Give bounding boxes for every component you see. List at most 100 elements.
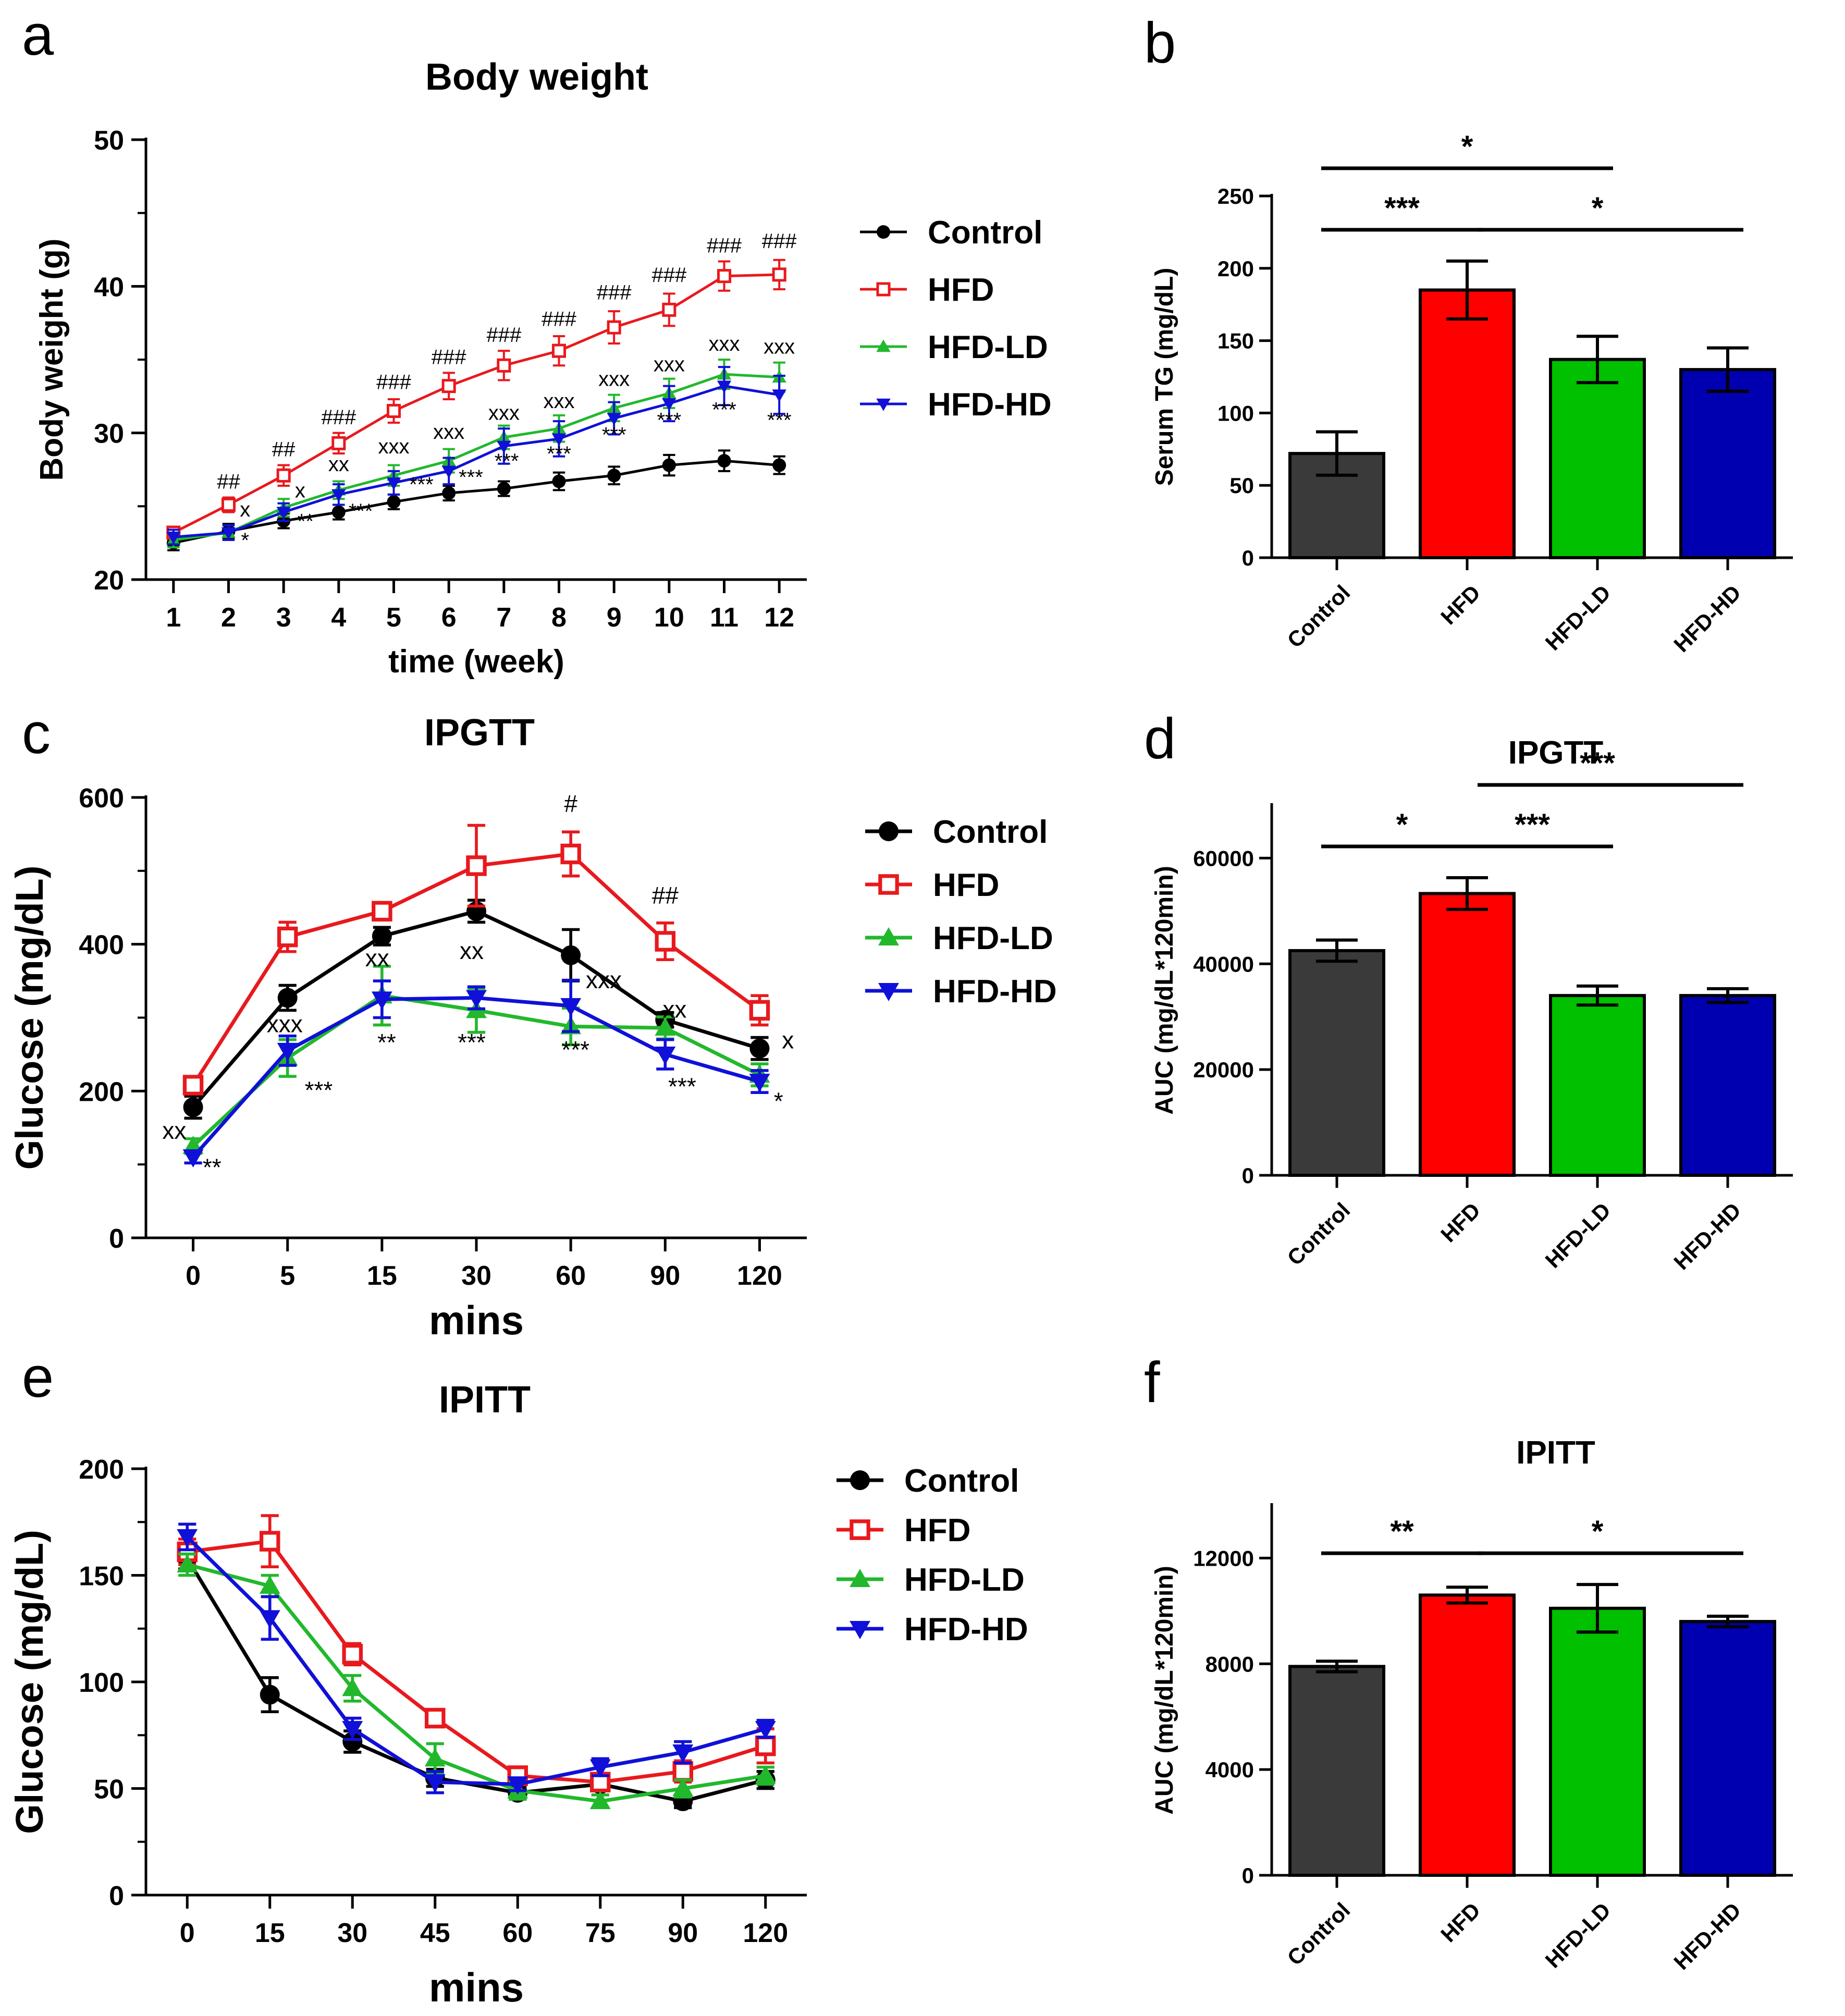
legend-label: HFD-HD [904, 1612, 1028, 1648]
data-point [387, 495, 401, 509]
y-tick-label: 12000 [1193, 1546, 1254, 1570]
x-tick-label: 45 [420, 1918, 450, 1948]
data-point [441, 379, 456, 394]
significance-bracket: *** [1478, 746, 1743, 787]
legend-item-hfd: HFD [860, 272, 994, 308]
significance-label: *** [495, 450, 519, 473]
bar-hfd-ld [1549, 335, 1646, 559]
data-point [560, 998, 582, 1016]
bar-hfd-ld [1549, 984, 1646, 1177]
x-axis-label: mins [429, 1964, 524, 2010]
data-point [655, 1046, 676, 1065]
legend-item-hfd-hd: HFD-HD [865, 974, 1057, 1010]
legend-label: HFD [904, 1513, 970, 1548]
data-point [277, 1042, 298, 1061]
data-point [560, 843, 581, 865]
significance-label: * [1592, 191, 1604, 225]
data-point [497, 358, 511, 373]
significance-bracket: ** [1321, 1515, 1483, 1555]
data-point [372, 901, 392, 922]
significance-label: xxx [433, 421, 464, 444]
significance-label: xxx [598, 368, 630, 391]
y-tick-label: 8000 [1206, 1652, 1254, 1676]
y-tick-label: 20000 [1193, 1058, 1254, 1082]
data-point [672, 1761, 694, 1782]
x-tick-label: Control [1283, 580, 1355, 653]
significance-label: xxx [654, 353, 685, 376]
significance-label: ** [203, 1153, 222, 1181]
bar-control [1288, 938, 1385, 1177]
bar-hfd-ld [1549, 1583, 1646, 1877]
data-point [259, 1576, 280, 1594]
data-point [507, 1776, 528, 1795]
x-tick-label: 30 [337, 1918, 367, 1948]
y-tick-label: 40000 [1193, 952, 1254, 976]
data-point [552, 474, 566, 488]
significance-label: xxx [488, 401, 520, 424]
series-hfd [166, 259, 786, 540]
y-tick-label: 40 [94, 272, 124, 302]
significance-label: xx [328, 453, 349, 476]
data-point [182, 1149, 204, 1168]
x-tick-label: 90 [650, 1261, 680, 1291]
bar-hfd [1419, 1585, 1516, 1877]
legend-label: HFD-HD [933, 974, 1057, 1010]
data-point [442, 486, 456, 500]
data-point [589, 1759, 611, 1778]
data-point [607, 320, 621, 335]
bar [1288, 1665, 1385, 1877]
legend-item-control: Control [860, 215, 1042, 251]
panel-letter-a: a [22, 3, 54, 67]
y-tick-label: 100 [1217, 401, 1254, 425]
series-line [173, 273, 780, 534]
y-tick-label: 200 [79, 1077, 124, 1107]
data-point [260, 1685, 280, 1705]
significance-label: ### [376, 371, 411, 394]
chart-title: IPITT [1516, 1435, 1595, 1471]
x-tick-label: 7 [496, 603, 511, 633]
data-point [749, 1074, 770, 1092]
x-tick-label: HFD-HD [1669, 1898, 1745, 1974]
legend-marker [878, 874, 899, 895]
legend-marker [850, 1569, 870, 1587]
data-point [551, 343, 567, 358]
significance-label: xx [460, 937, 484, 964]
significance-label: *** [712, 399, 736, 422]
panel-letter-b: b [1144, 11, 1176, 75]
data-point [183, 1097, 203, 1117]
bar [1288, 949, 1385, 1177]
significance-label: xxx [544, 390, 575, 413]
x-tick-label: HFD-HD [1669, 1198, 1745, 1274]
data-point [497, 482, 511, 496]
series-hfd-hd [182, 978, 770, 1168]
bar [1419, 892, 1516, 1177]
x-tick-label: HFD [1436, 1198, 1485, 1247]
y-tick-label: 600 [79, 783, 124, 814]
series-hfd-ld [166, 359, 786, 549]
y-tick-label: 0 [1242, 546, 1254, 570]
significance-label: x [295, 479, 305, 502]
bar-hfd [1419, 259, 1516, 559]
significance-label: *** [459, 466, 483, 489]
x-tick-label: 0 [180, 1918, 195, 1948]
data-point [672, 1744, 694, 1763]
x-tick-label: Control [1283, 1198, 1355, 1270]
data-point [342, 1721, 363, 1739]
legend-label: HFD-HD [928, 387, 1052, 423]
series-line [187, 1563, 766, 1803]
series-line [173, 385, 780, 538]
y-tick-label: 50 [94, 1775, 124, 1805]
y-tick-label: 20 [94, 566, 124, 596]
significance-label: ## [272, 438, 296, 461]
data-point [561, 945, 581, 965]
bar-control [1288, 1659, 1385, 1877]
legend-marker [879, 821, 899, 841]
legend-item-hfd-ld: HFD-LD [865, 920, 1053, 956]
y-axis-label: Glucose (mg/dL) [8, 1530, 51, 1834]
series-line [186, 1535, 766, 1786]
bar-control [1288, 430, 1385, 559]
x-tick-label: 60 [502, 1918, 533, 1948]
legend-marker [876, 398, 891, 411]
panel-e: IPITT 0 50 100 150 200 0 15 30 45 60 75 90 120 mins Glu… [8, 1379, 1028, 2010]
series-line [173, 373, 780, 542]
